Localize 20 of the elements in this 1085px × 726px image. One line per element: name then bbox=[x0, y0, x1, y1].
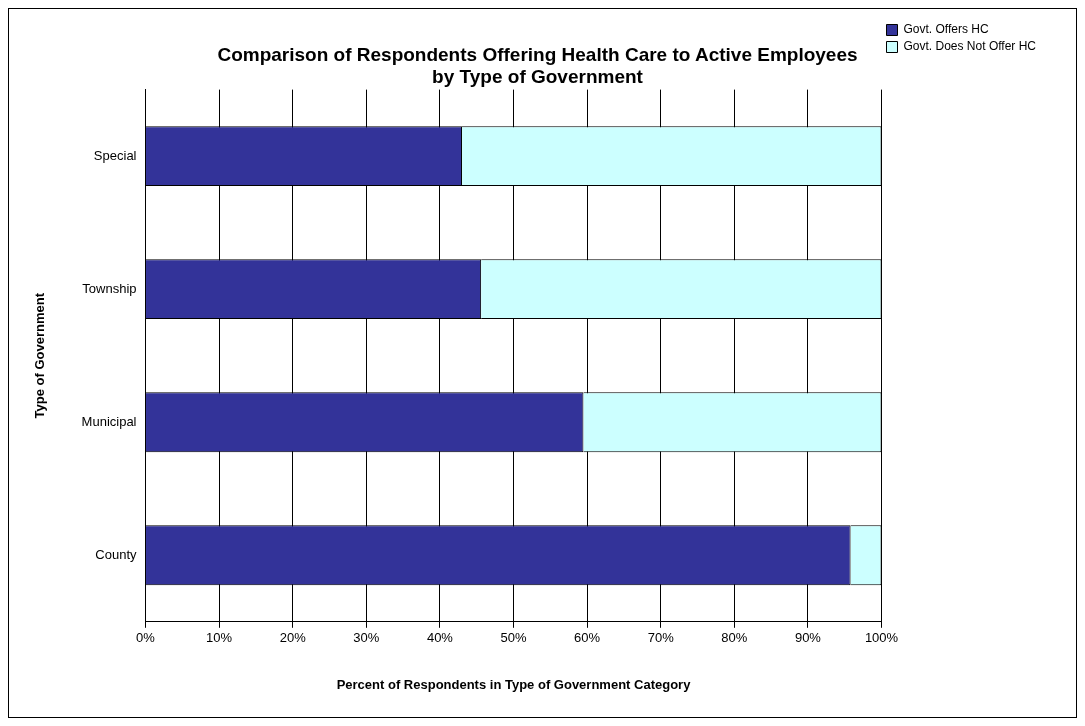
x-tick-label: 100% bbox=[864, 630, 899, 646]
y-axis-title: Type of Government bbox=[32, 292, 48, 419]
x-tick-label: 40% bbox=[426, 630, 454, 646]
x-tick-label: 70% bbox=[647, 630, 675, 646]
x-tick-label: 10% bbox=[206, 630, 233, 646]
y-tick-label: Township bbox=[82, 280, 137, 296]
x-axis-title: Percent of Respondents in Type of Government Category bbox=[336, 676, 692, 692]
legend-label: Govt. Does Not Offer HC bbox=[903, 39, 1037, 54]
y-tick-label: County bbox=[95, 546, 137, 562]
legend-label: Govt. Offers HC bbox=[903, 22, 989, 37]
x-tick-label: 30% bbox=[353, 630, 380, 646]
x-tick-label: 0% bbox=[136, 630, 156, 646]
y-tick-label: Municipal bbox=[81, 413, 137, 429]
x-tick-label: 60% bbox=[574, 630, 601, 646]
chart-title: Comparison of Respondents Offering Health Care to Active Employees by Type of Government bbox=[217, 43, 858, 88]
x-tick-label: 20% bbox=[279, 630, 307, 646]
x-tick-label: 80% bbox=[721, 630, 748, 646]
y-tick-label: Special bbox=[93, 147, 137, 163]
x-tick-label: 90% bbox=[794, 630, 822, 646]
x-tick-label: 50% bbox=[500, 630, 527, 646]
